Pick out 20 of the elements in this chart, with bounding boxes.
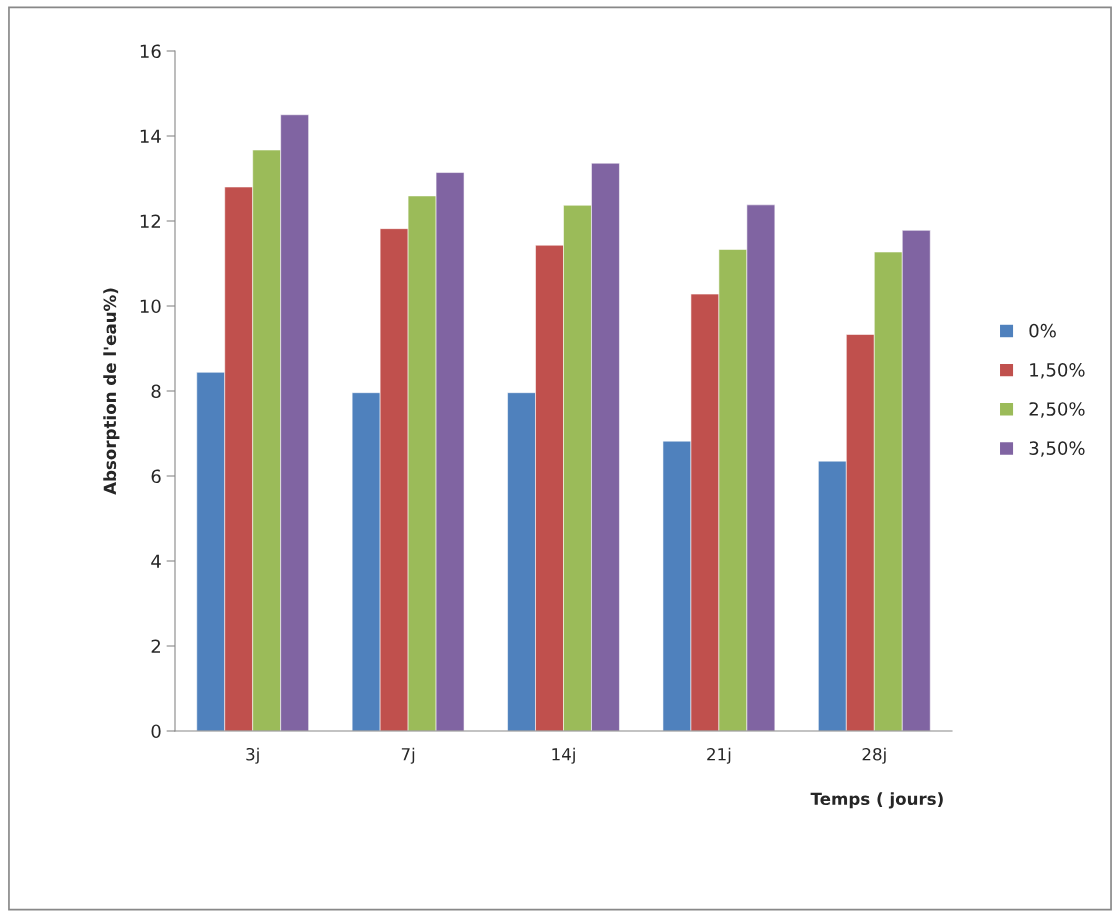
y-tick-label: 8 xyxy=(151,384,161,399)
legend-label: 0% xyxy=(1029,323,1056,338)
y-tick-label: 16 xyxy=(140,44,161,59)
legend-label: 1,50% xyxy=(1030,363,1085,379)
y-tick-label: 10 xyxy=(140,299,161,314)
legend-label: 3,50% xyxy=(1029,441,1085,457)
y-tick-label: 6 xyxy=(151,469,161,484)
x-tick-label: 14j xyxy=(552,747,575,764)
y-axis-title: Absorption de l'eau%) xyxy=(103,288,120,495)
legend-label: 2,50% xyxy=(1029,402,1085,418)
x-tick-label: 7j xyxy=(401,747,415,764)
x-tick-label: 28j xyxy=(862,747,886,764)
y-tick-label: 0 xyxy=(151,724,161,739)
y-tick-label: 2 xyxy=(151,639,160,653)
x-tick-label: 3j xyxy=(246,747,259,764)
y-tick-label: 14 xyxy=(140,129,161,143)
x-axis-title: Temps ( jours) xyxy=(810,792,943,809)
y-tick-label: 12 xyxy=(140,214,160,228)
y-tick-label: 4 xyxy=(151,554,161,568)
x-tick-label: 21j xyxy=(707,747,731,764)
